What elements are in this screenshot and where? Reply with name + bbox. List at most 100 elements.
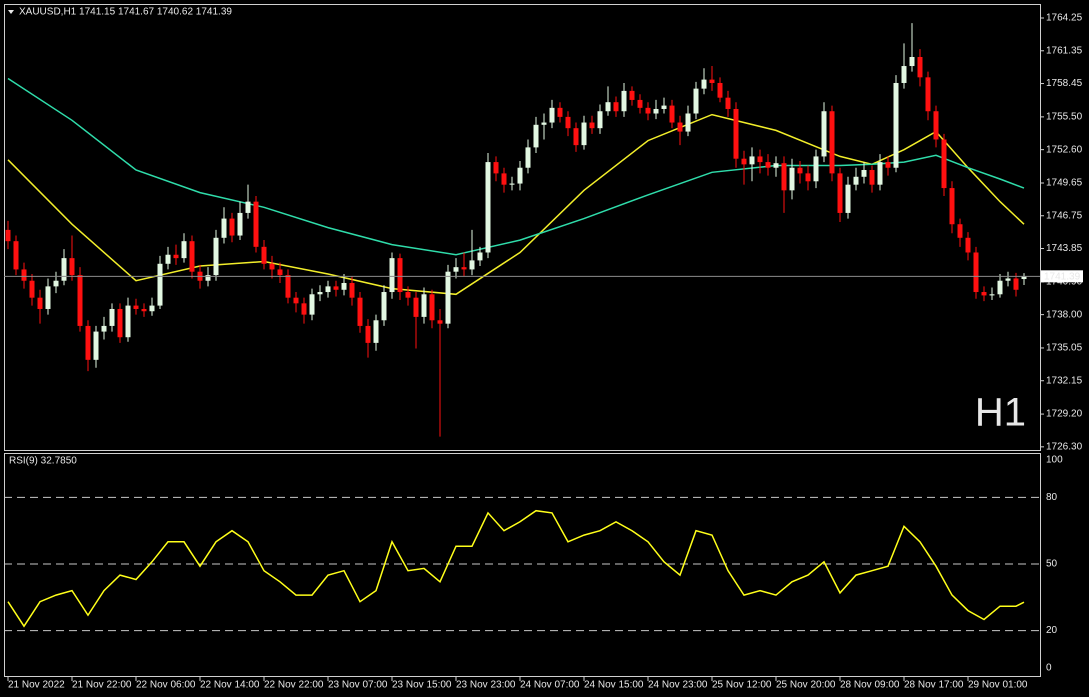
candle-body: [77, 275, 83, 326]
candle-body: [189, 241, 195, 272]
candle-body: [501, 173, 507, 185]
candle-body: [1013, 278, 1019, 290]
candle-body: [757, 156, 763, 163]
candle-body: [965, 237, 971, 253]
moving-average: [7, 77, 1025, 256]
candle-body: [373, 320, 379, 343]
candle-body: [909, 56, 915, 67]
candle-body: [13, 241, 19, 270]
candle-body: [341, 282, 347, 290]
y-tick-label: 1755.50: [1046, 112, 1083, 123]
y-tick-label: 20: [1046, 625, 1058, 636]
candle-body: [845, 184, 851, 213]
candle-body: [1005, 278, 1011, 281]
candle-body: [885, 162, 891, 168]
candle-body: [581, 122, 587, 146]
y-tick-label: 1761.35: [1046, 45, 1083, 56]
candle-body: [485, 162, 491, 253]
candle-body: [733, 108, 739, 159]
candle-body: [45, 286, 51, 309]
candle-body: [229, 218, 235, 236]
candle-body: [981, 292, 987, 296]
candle-body: [53, 280, 59, 287]
candle-body: [797, 167, 803, 174]
candle-body: [517, 167, 523, 184]
candle-body: [925, 77, 931, 112]
candle-body: [405, 292, 411, 298]
y-tick-label: 1764.25: [1046, 13, 1083, 24]
candle-body: [621, 90, 627, 112]
candle-body: [629, 90, 635, 100]
menu-triangle[interactable]: [8, 10, 14, 14]
candle-body: [117, 308, 123, 338]
candle-body: [269, 263, 275, 270]
candle-body: [709, 79, 715, 83]
candle-body: [693, 88, 699, 114]
candle-body: [477, 252, 483, 261]
candle-body: [557, 107, 563, 117]
y-tick-label: 1758.45: [1046, 78, 1083, 89]
candle-body: [61, 258, 67, 281]
candle-body: [261, 246, 267, 264]
y-tick-label: 1726.30: [1046, 441, 1083, 452]
candle-body: [381, 292, 387, 321]
candle-body: [317, 292, 323, 295]
price-tag: [1041, 270, 1083, 283]
candle-body: [637, 99, 643, 108]
x-tick-label: 23 Nov 07:00: [328, 680, 388, 691]
x-tick-label: 23 Nov 15:00: [392, 680, 452, 691]
candle-body: [957, 224, 963, 238]
candle-body: [29, 280, 35, 298]
candle-body: [1021, 276, 1027, 280]
candle-body: [725, 97, 731, 109]
candle-body: [245, 201, 251, 213]
candle-body: [941, 139, 947, 189]
candle-body: [333, 286, 339, 290]
candle-body: [717, 82, 723, 98]
candle-body: [101, 325, 107, 332]
x-tick-label: 28 Nov 17:00: [904, 680, 964, 691]
candle-body: [997, 280, 1003, 295]
y-tick-label: 50: [1046, 559, 1058, 570]
candle-body: [509, 183, 515, 185]
candle-body: [325, 286, 331, 293]
candle-body: [37, 297, 43, 309]
x-tick-label: 29 Nov 01:00: [968, 680, 1028, 691]
y-tick-label: 1738.00: [1046, 309, 1083, 320]
candle-body: [285, 275, 291, 298]
candle-body: [413, 297, 419, 317]
candle-body: [125, 305, 131, 338]
candle-body: [805, 173, 811, 182]
candle-body: [85, 325, 91, 360]
candle-body: [301, 303, 307, 315]
candle-body: [389, 258, 395, 293]
candle-body: [789, 167, 795, 191]
candle-body: [5, 229, 11, 242]
y-tick-label: 1729.20: [1046, 409, 1083, 420]
candle-body: [645, 107, 651, 114]
candle-body: [109, 308, 115, 326]
y-tick-label: 100: [1046, 455, 1063, 466]
y-tick-label: 80: [1046, 492, 1058, 503]
x-tick-label: 24 Nov 23:00: [648, 680, 708, 691]
candle-body: [701, 79, 707, 89]
candle-body: [349, 282, 355, 298]
candle-body: [749, 156, 755, 165]
candle-body: [781, 163, 787, 191]
x-tick-label: 23 Nov 23:00: [456, 680, 516, 691]
y-tick-label: 0: [1046, 663, 1052, 674]
candle-body: [445, 271, 451, 324]
candle-body: [165, 254, 171, 264]
candle-body: [877, 162, 883, 185]
candle-body: [221, 218, 227, 238]
candle-body: [893, 82, 899, 168]
price-panel: [4, 4, 1041, 451]
candle-body: [365, 325, 371, 343]
candle-body: [677, 122, 683, 132]
candle-body: [397, 258, 403, 293]
x-tick-label: 21 Nov 22:00: [72, 680, 132, 691]
candle-body: [917, 56, 923, 78]
candle-body: [293, 297, 299, 304]
y-tick-label: 1749.65: [1046, 178, 1083, 189]
